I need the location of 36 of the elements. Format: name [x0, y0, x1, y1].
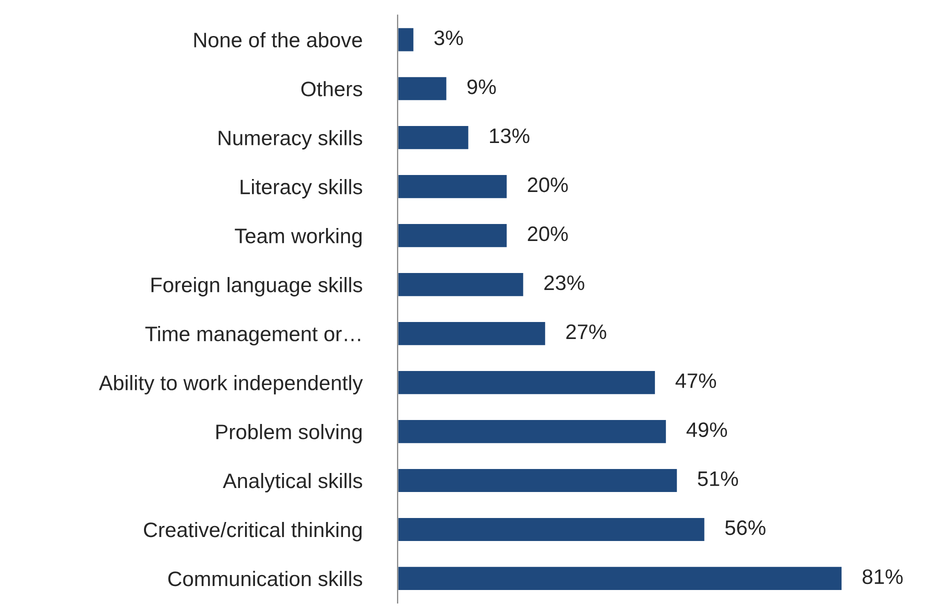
data-label: 47%	[676, 373, 716, 388]
data-label: 56%	[725, 520, 766, 536]
y-tick-label: None of the above	[194, 32, 362, 48]
bar	[398, 124, 470, 151]
data-label: 49%	[686, 422, 727, 438]
bar	[398, 370, 656, 396]
y-tick-label: Time management or…	[145, 326, 360, 346]
data-label: 3%	[434, 30, 463, 46]
y-tick-label: Others	[301, 81, 362, 96]
bar	[398, 418, 668, 444]
y-tick-label: Analytical skills	[222, 472, 362, 492]
data-label: 20%	[528, 226, 568, 242]
bar	[398, 468, 678, 494]
bar	[398, 272, 525, 298]
data-label: 81%	[862, 569, 903, 584]
y-tick-label: Problem solving	[216, 424, 362, 444]
y-tick-label: Foreign language skills	[152, 277, 362, 296]
y-tick-label: Creative/critical thinking	[144, 522, 362, 542]
y-tick-label: Numeracy skills	[218, 130, 362, 150]
data-label: 20%	[528, 177, 568, 192]
y-tick-label: Communication skills	[168, 570, 362, 586]
data-label: 51%	[698, 471, 738, 486]
data-label: 23%	[544, 275, 584, 290]
bar	[398, 320, 547, 346]
y-tick-label: Team working	[234, 228, 362, 248]
data-label: 13%	[490, 128, 530, 144]
bar	[398, 516, 706, 542]
bar	[398, 174, 508, 200]
bar	[398, 76, 448, 102]
bar	[398, 566, 843, 592]
bar	[398, 222, 508, 249]
y-tick-label: Ability to work independently	[98, 374, 363, 394]
bar	[398, 26, 415, 53]
data-label: 27%	[566, 324, 606, 340]
data-label: 9%	[467, 79, 496, 94]
y-tick-label: Literacy skills	[240, 179, 362, 198]
